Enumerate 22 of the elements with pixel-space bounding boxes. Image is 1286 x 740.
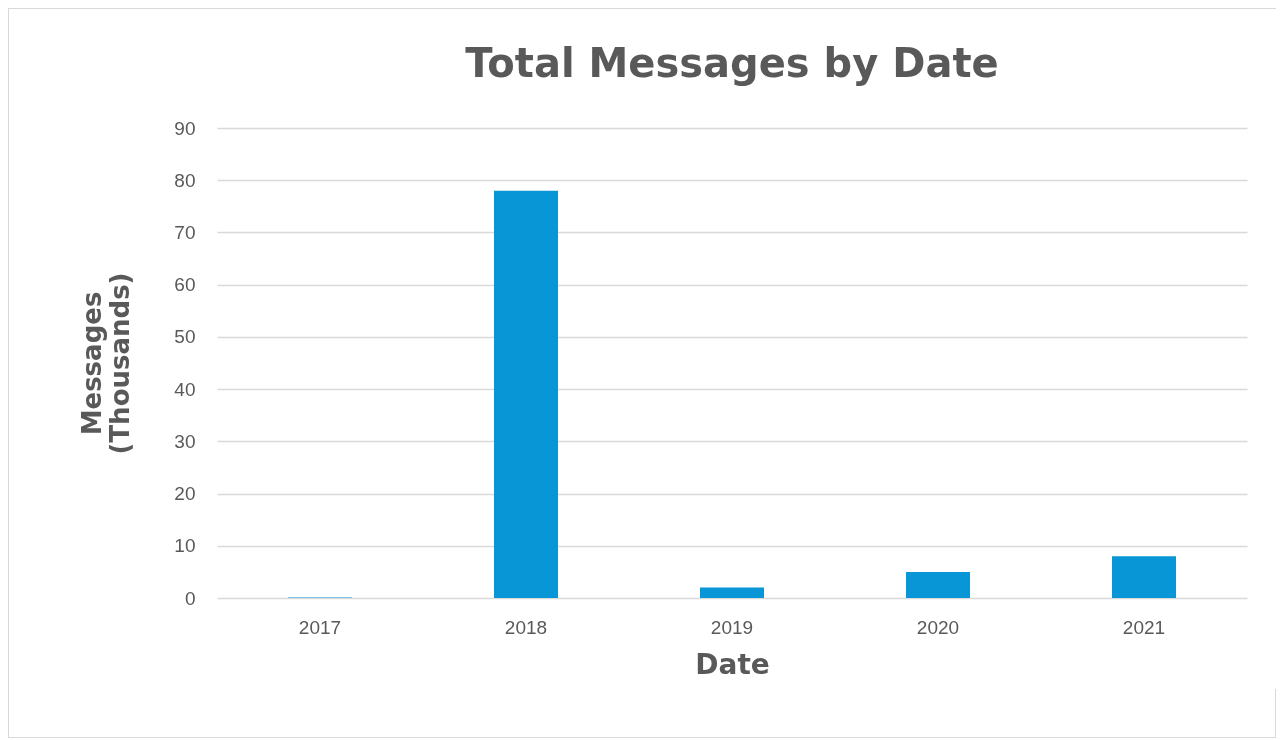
x-tick-label: 2020 xyxy=(916,616,960,638)
x-tick-label: 2017 xyxy=(298,616,342,638)
bar xyxy=(906,571,970,598)
bar xyxy=(1112,556,1176,598)
y-tick-label: 40 xyxy=(174,378,196,400)
y-tick-label: 70 xyxy=(174,221,196,243)
bar xyxy=(700,587,764,598)
chart-title: Total Messages by Date xyxy=(465,40,999,86)
y-tick-label: 20 xyxy=(174,483,196,505)
y-tick-label: 10 xyxy=(174,535,196,557)
x-tick-label: 2018 xyxy=(504,616,548,638)
y-tick-label: 80 xyxy=(174,169,196,191)
x-tick-label: 2021 xyxy=(1122,616,1166,638)
y-tick-label: 0 xyxy=(184,587,196,609)
y-axis-title: Messages (Thousands) xyxy=(77,272,136,455)
y-tick-label: 50 xyxy=(174,326,196,348)
bar xyxy=(494,190,558,598)
y-tick-label: 30 xyxy=(174,430,196,452)
x-tick-label: 2019 xyxy=(710,616,754,638)
x-axis-title: Date xyxy=(695,647,770,681)
y-tick-label: 90 xyxy=(174,117,196,139)
y-tick-label: 60 xyxy=(174,274,196,296)
